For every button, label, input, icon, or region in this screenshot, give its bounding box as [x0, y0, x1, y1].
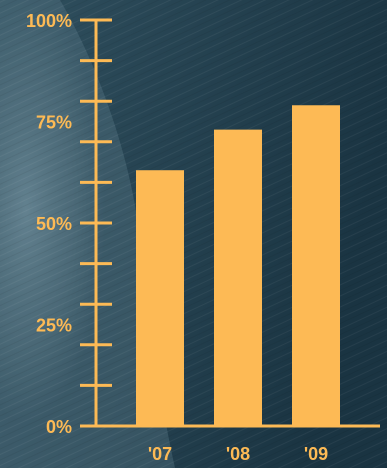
- y-tick-label: 25%: [36, 316, 72, 336]
- bar-2: [292, 105, 340, 426]
- y-tick-label: 0%: [46, 417, 72, 437]
- y-tick-label: 100%: [26, 11, 72, 31]
- x-tick-label: '07: [148, 444, 172, 464]
- bar-1: [214, 130, 262, 426]
- x-tick-label: '09: [304, 444, 328, 464]
- y-tick-label: 50%: [36, 214, 72, 234]
- bar-0: [136, 170, 184, 426]
- y-tick-label: 75%: [36, 113, 72, 133]
- x-tick-label: '08: [226, 444, 250, 464]
